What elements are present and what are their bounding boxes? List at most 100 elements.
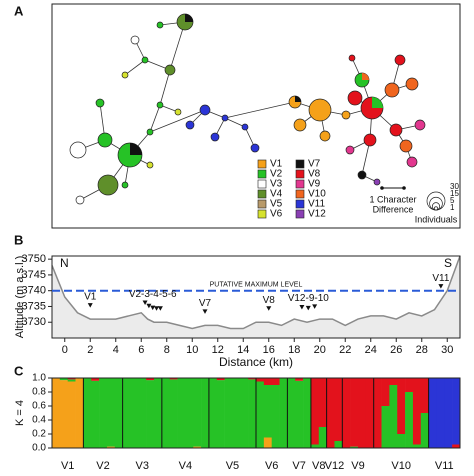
legend-swatch (295, 159, 305, 169)
ancestry-bar (146, 380, 155, 448)
ancestry-bar (216, 380, 225, 448)
size-circle (431, 202, 441, 211)
ancestry-bar (389, 378, 398, 385)
y-tick-label: 3740 (22, 285, 46, 297)
site-marker (87, 303, 93, 308)
ancestry-bar (310, 444, 320, 448)
site-marker (150, 305, 156, 311)
legend-swatch (295, 189, 305, 199)
ancestry-bar (365, 378, 374, 448)
scale-bar-end (380, 186, 384, 190)
plot-frame (51, 377, 461, 449)
site-marker (438, 284, 444, 289)
group-label: V12 (325, 460, 345, 472)
ancestry-bar (75, 378, 84, 448)
site-marker (154, 306, 160, 311)
size-circle (426, 191, 446, 211)
ancestry-bar (59, 378, 68, 381)
ancestry-bar (263, 378, 272, 385)
size-legend-title: Individuals (415, 214, 458, 224)
x-tick-label: 8 (164, 344, 170, 356)
ancestry-bar (420, 378, 429, 413)
y-tick-label: 3735 (22, 300, 46, 312)
panel-label: A (14, 3, 24, 18)
x-axis-label: Distance (km) (219, 355, 293, 369)
ancestry-bar (397, 378, 406, 434)
x-tick-label: 24 (365, 344, 377, 356)
haplotype-network (69, 13, 426, 205)
ancestry-bar (169, 378, 178, 380)
ancestry-bar (256, 381, 265, 448)
ancestry-bar (224, 378, 233, 448)
ancestry-bar (193, 446, 202, 448)
legend-label: V10 (308, 189, 326, 200)
x-tick-label: 30 (441, 344, 453, 356)
legend-label: V12 (308, 209, 326, 220)
group-label: V7 (292, 460, 305, 472)
ancestry-bar (67, 381, 76, 448)
x-tick-label: 12 (212, 344, 224, 356)
y-axis-label: K = 4 (14, 400, 26, 426)
legend-label: V2 (270, 169, 283, 180)
ancestry-bar (248, 378, 257, 380)
ancestry-bar (420, 413, 429, 448)
size-label: 5 (450, 196, 455, 205)
site-label: V11 (432, 273, 449, 284)
x-tick-label: 4 (113, 344, 119, 356)
legend-label: V1 (270, 159, 283, 170)
site-marker (202, 309, 208, 314)
y-tick-label: 3730 (22, 316, 46, 328)
ancestry-bar (146, 378, 155, 381)
legend-swatch (257, 169, 267, 179)
legend-label: V4 (270, 189, 283, 200)
ancestry-bar (405, 392, 414, 448)
x-tick-label: 16 (263, 344, 275, 356)
x-tick-label: 26 (390, 344, 402, 356)
terrain-area (52, 256, 460, 338)
x-tick-label: 0 (62, 344, 68, 356)
legend-label: V11 (308, 199, 325, 210)
group-label: V4 (179, 460, 192, 472)
y-tick-label: 0.2 (32, 429, 46, 440)
ancestry-bar (271, 378, 280, 385)
panel-label: B (14, 232, 23, 247)
y-tick-label: 0.4 (32, 415, 46, 426)
x-tick-label: 20 (314, 344, 326, 356)
ancestry-bar (67, 379, 76, 382)
ancestry-bar (381, 406, 390, 448)
site-marker (157, 306, 163, 311)
legend-label: V6 (270, 209, 283, 220)
ancestry-bar (412, 378, 422, 445)
legend-swatch (295, 209, 305, 219)
x-tick-label: 14 (237, 344, 249, 356)
ancestry-bar (303, 378, 312, 448)
size-circle (429, 196, 443, 211)
legend-swatch (257, 189, 267, 199)
legend-label: V7 (308, 159, 321, 170)
ancestry-bar (295, 380, 304, 448)
x-tick-label: 2 (87, 344, 93, 356)
panel-frame (51, 3, 461, 229)
size-label: 30 (450, 182, 459, 191)
ancestry-bar (169, 379, 178, 448)
ancestry-bar (350, 446, 359, 448)
ancestry-bar (67, 378, 76, 380)
site-marker (299, 304, 305, 310)
ancestry-bar (436, 378, 445, 448)
ancestry-bar (185, 378, 194, 448)
group-label: V1 (61, 460, 74, 472)
site-marker (266, 306, 272, 311)
group-label: V9 (351, 460, 364, 472)
ancestry-bar (444, 378, 453, 448)
legend-swatch (257, 179, 267, 189)
site-marker (142, 300, 148, 306)
ancestry-bar (287, 378, 296, 448)
ancestry-bar (334, 378, 343, 441)
ancestry-bar (106, 378, 116, 447)
y-tick-label: 0.8 (32, 387, 46, 398)
y-tick-label: 0.6 (32, 401, 46, 412)
panel-c: C V1 V2 V3 V4 V5 V6 V7 V8 V12 V9 V10 V11 0.0 0.2 0.4 0.6… (14, 363, 461, 472)
site-marker (312, 304, 318, 309)
